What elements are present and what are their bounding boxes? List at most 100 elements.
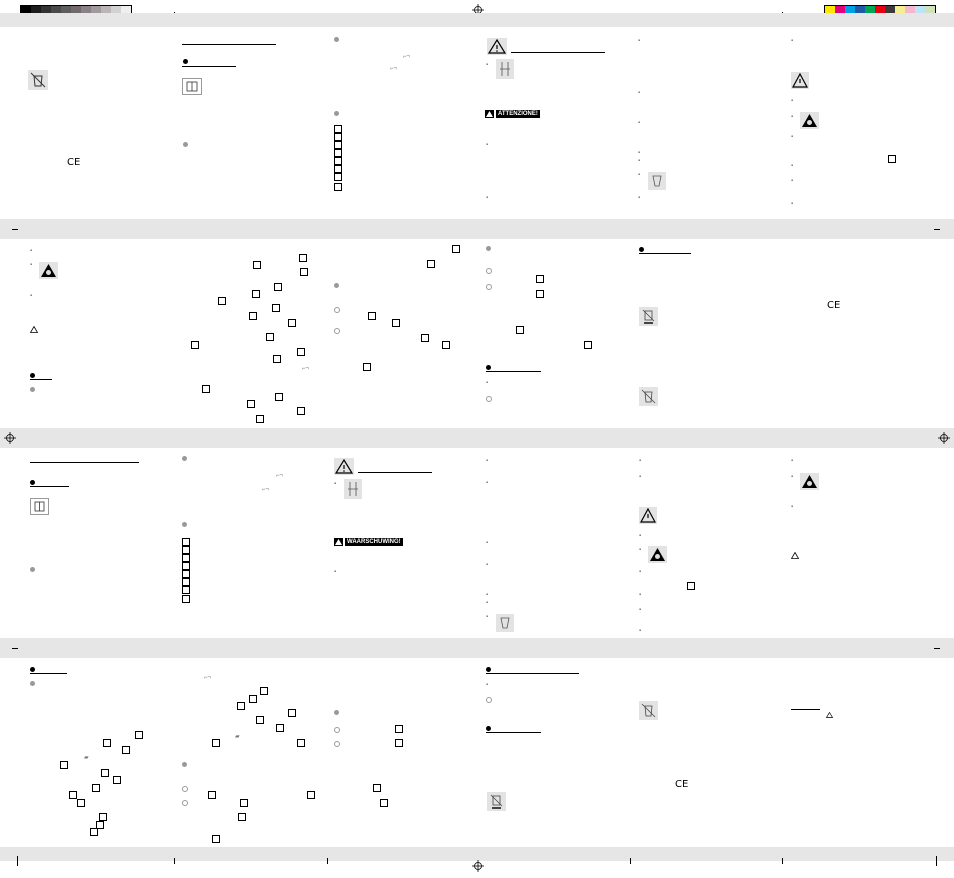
checkbox-square (307, 791, 315, 799)
checkbox-square (368, 312, 376, 320)
bullet (486, 726, 491, 731)
color-swatch (925, 6, 935, 17)
bullet (486, 667, 491, 672)
no-trash-icon (639, 387, 658, 406)
explosion-icon (39, 262, 58, 279)
section-heading-rule (511, 52, 605, 53)
bullet (30, 387, 35, 392)
bullet (183, 59, 188, 64)
bullet-mark: ▪ (791, 114, 794, 120)
color-swatch (825, 6, 835, 17)
color-swatch (21, 6, 31, 17)
section-heading-rule (486, 673, 579, 674)
color-swatch (915, 6, 925, 17)
crop-mark (630, 858, 631, 864)
crop-mark (936, 856, 937, 866)
bullet-mark: ▪ (639, 628, 642, 634)
color-swatch (81, 6, 91, 17)
checkbox-square (191, 341, 199, 349)
crossed-bin-icon (639, 307, 658, 326)
bullet-mark: ▪ (486, 562, 489, 568)
fold-dash (12, 648, 18, 649)
color-swatch (121, 6, 131, 17)
bullet-mark: ▪ (486, 600, 489, 606)
bullet (334, 710, 339, 715)
bullet-mark: ▪ (638, 90, 641, 96)
checkbox-square (442, 341, 450, 349)
checkbox-square (380, 799, 388, 807)
bullet-mark: ▪ (334, 569, 337, 575)
bullet-mark: ▪ (791, 178, 794, 184)
list-circle (486, 396, 492, 402)
color-swatch (875, 6, 885, 17)
bullet-mark: ▪ (30, 293, 33, 299)
subheading-rule (30, 673, 67, 674)
warning-badge: ATTENZIONE! (496, 110, 540, 118)
recycle-icon (826, 712, 833, 718)
checkbox-square (253, 261, 261, 269)
bullet-mark: ▪ (791, 163, 794, 169)
list-circle (334, 741, 340, 747)
checkbox-square (392, 319, 400, 327)
text-mark: ▰ (235, 734, 240, 740)
warning-badge: WAARSCHUWING! (345, 538, 403, 546)
broken-fuse-icon (648, 172, 666, 190)
checkbox-square (297, 407, 305, 415)
checkbox-square (288, 319, 296, 327)
bullet-mark: ▪ (791, 201, 794, 207)
checkbox-square (90, 828, 98, 836)
checkbox-square (256, 716, 264, 724)
color-swatch (31, 6, 41, 17)
checkbox-square (273, 355, 281, 363)
bullet-mark: ▪ (638, 150, 641, 156)
bullet (182, 522, 187, 527)
warning-icon (791, 72, 809, 89)
warning-icon (791, 552, 799, 559)
checkbox-square (363, 363, 371, 371)
checkbox-square (182, 586, 190, 594)
checkbox-square (297, 348, 305, 356)
list-circle (334, 307, 340, 313)
bullet (486, 246, 491, 251)
bullet (182, 762, 187, 767)
checkbox-square (182, 595, 190, 603)
color-swatch (111, 6, 121, 17)
fold-dash (934, 648, 940, 649)
bullet-mark: ▪ (791, 134, 794, 140)
fold-band (0, 219, 954, 239)
checkbox-square (260, 687, 268, 695)
bullet-mark: ▪ (639, 533, 642, 539)
checkbox-square (888, 155, 896, 163)
checkbox-square (247, 400, 255, 408)
checkbox-square (182, 546, 190, 554)
bullet-mark: ▪ (486, 380, 489, 386)
bullet-mark: ▪ (486, 142, 489, 148)
bullet (30, 667, 35, 672)
bullet (30, 373, 35, 378)
list-circle (182, 800, 188, 806)
bullet-mark: ▪ (486, 682, 489, 688)
checkbox-square (427, 260, 435, 268)
bullet-mark: ▪ (639, 569, 642, 575)
list-circle (182, 786, 188, 792)
checkbox-square (96, 821, 104, 829)
fold-band (0, 13, 954, 27)
checkbox-square (334, 133, 342, 141)
checkbox-square (182, 578, 190, 586)
crop-mark (174, 858, 175, 864)
bullet (639, 247, 644, 252)
bullet-mark: ▪ (486, 540, 489, 546)
color-swatch (845, 6, 855, 17)
bullet (334, 111, 339, 116)
color-swatch (895, 6, 905, 17)
checkbox-square (218, 297, 226, 305)
bullet (334, 37, 339, 42)
color-swatch (41, 6, 51, 17)
manual-icon (182, 78, 202, 95)
bullet-mark: ▪ (638, 120, 641, 126)
subheading-rule (182, 66, 236, 67)
checkbox-square (252, 290, 260, 298)
color-swatch (835, 6, 845, 17)
color-swatch (865, 6, 875, 17)
bullet-mark: ▪ (486, 62, 489, 68)
